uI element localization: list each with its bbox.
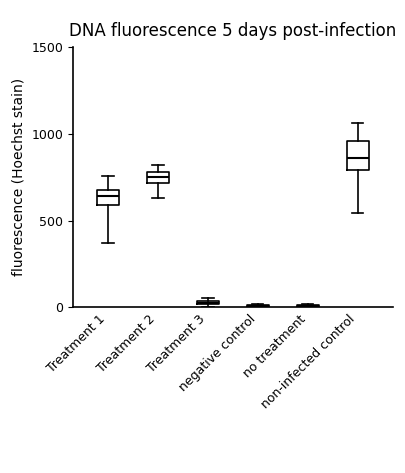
Y-axis label: fluorescence (Hoechst stain): fluorescence (Hoechst stain) [12, 79, 26, 276]
Title: DNA fluorescence 5 days post-infection: DNA fluorescence 5 days post-infection [69, 22, 396, 40]
